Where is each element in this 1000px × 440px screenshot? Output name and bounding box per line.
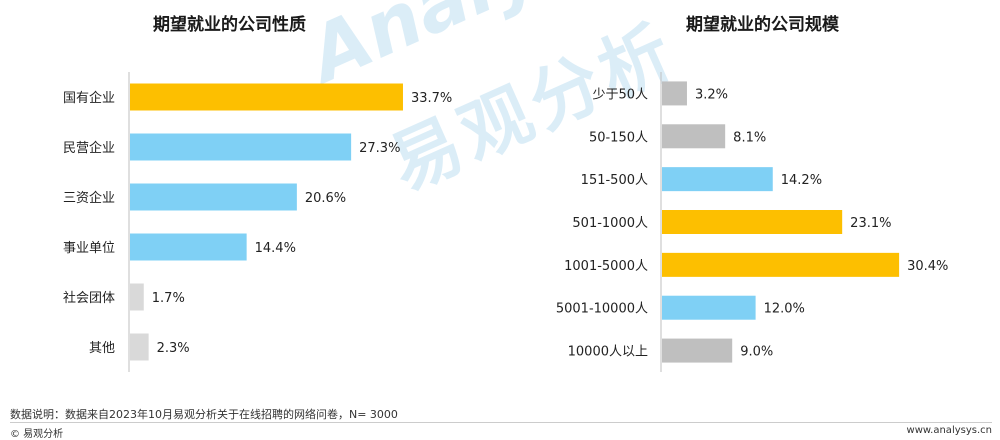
bar <box>662 124 726 149</box>
value-label: 30.4% <box>907 259 948 274</box>
website-text: www.analysys.cn <box>906 425 992 436</box>
bar <box>130 233 247 261</box>
category-label: 其他 <box>89 341 115 356</box>
value-label: 1.7% <box>152 291 185 306</box>
bar <box>130 333 149 361</box>
category-label: 国有企业 <box>63 90 115 106</box>
value-label: 12.0% <box>764 302 805 317</box>
right-chart-title: 期望就业的公司规模 <box>686 15 839 35</box>
category-label: 1001-5000人 <box>564 259 648 274</box>
bar <box>662 252 900 277</box>
category-label: 社会团体 <box>63 290 115 306</box>
category-label: 少于50人 <box>592 87 648 102</box>
category-label: 501-1000人 <box>572 216 648 231</box>
value-label: 2.3% <box>157 341 190 356</box>
bar <box>662 295 756 320</box>
category-label: 民营企业 <box>63 140 115 156</box>
category-label: 5001-10000人 <box>556 302 648 317</box>
value-label: 9.0% <box>740 345 773 360</box>
value-label: 14.4% <box>255 241 296 256</box>
value-label: 23.1% <box>850 216 891 231</box>
bar <box>662 167 773 192</box>
copyright-text: © 易观分析 <box>10 429 64 440</box>
value-label: 20.6% <box>305 191 346 206</box>
bar <box>662 210 843 234</box>
value-label: 14.2% <box>781 173 822 188</box>
bar <box>130 283 144 311</box>
bar <box>662 338 733 363</box>
data-source-note: 数据说明：数据来自2023年10月易观分析关于在线招聘的网络问卷，N= 3000 <box>10 408 398 421</box>
left-chart-title: 期望就业的公司性质 <box>153 15 306 35</box>
category-label: 50-150人 <box>589 130 648 145</box>
bar <box>130 183 297 211</box>
company-size-chart: 少于50人 3.2% 50-150人 8.1% 151-500人 14.2% 501-100… <box>556 72 948 372</box>
footer-divider <box>10 422 992 423</box>
bar <box>130 133 352 161</box>
category-label: 三资企业 <box>63 190 115 206</box>
bar <box>662 81 687 106</box>
category-label: 事业单位 <box>63 241 115 256</box>
value-label: 3.2% <box>695 87 728 102</box>
value-label: 33.7% <box>411 91 452 106</box>
bar <box>130 83 403 111</box>
value-label: 27.3% <box>359 141 400 156</box>
category-label: 151-500人 <box>581 173 648 188</box>
value-label: 8.1% <box>733 130 766 145</box>
category-label: 10000人以上 <box>568 345 648 360</box>
company-type-chart: 国有企业 33.7% 民营企业 27.3% 三资企业 20.6% 事业单位 14.4% 社会团体… <box>63 72 452 372</box>
